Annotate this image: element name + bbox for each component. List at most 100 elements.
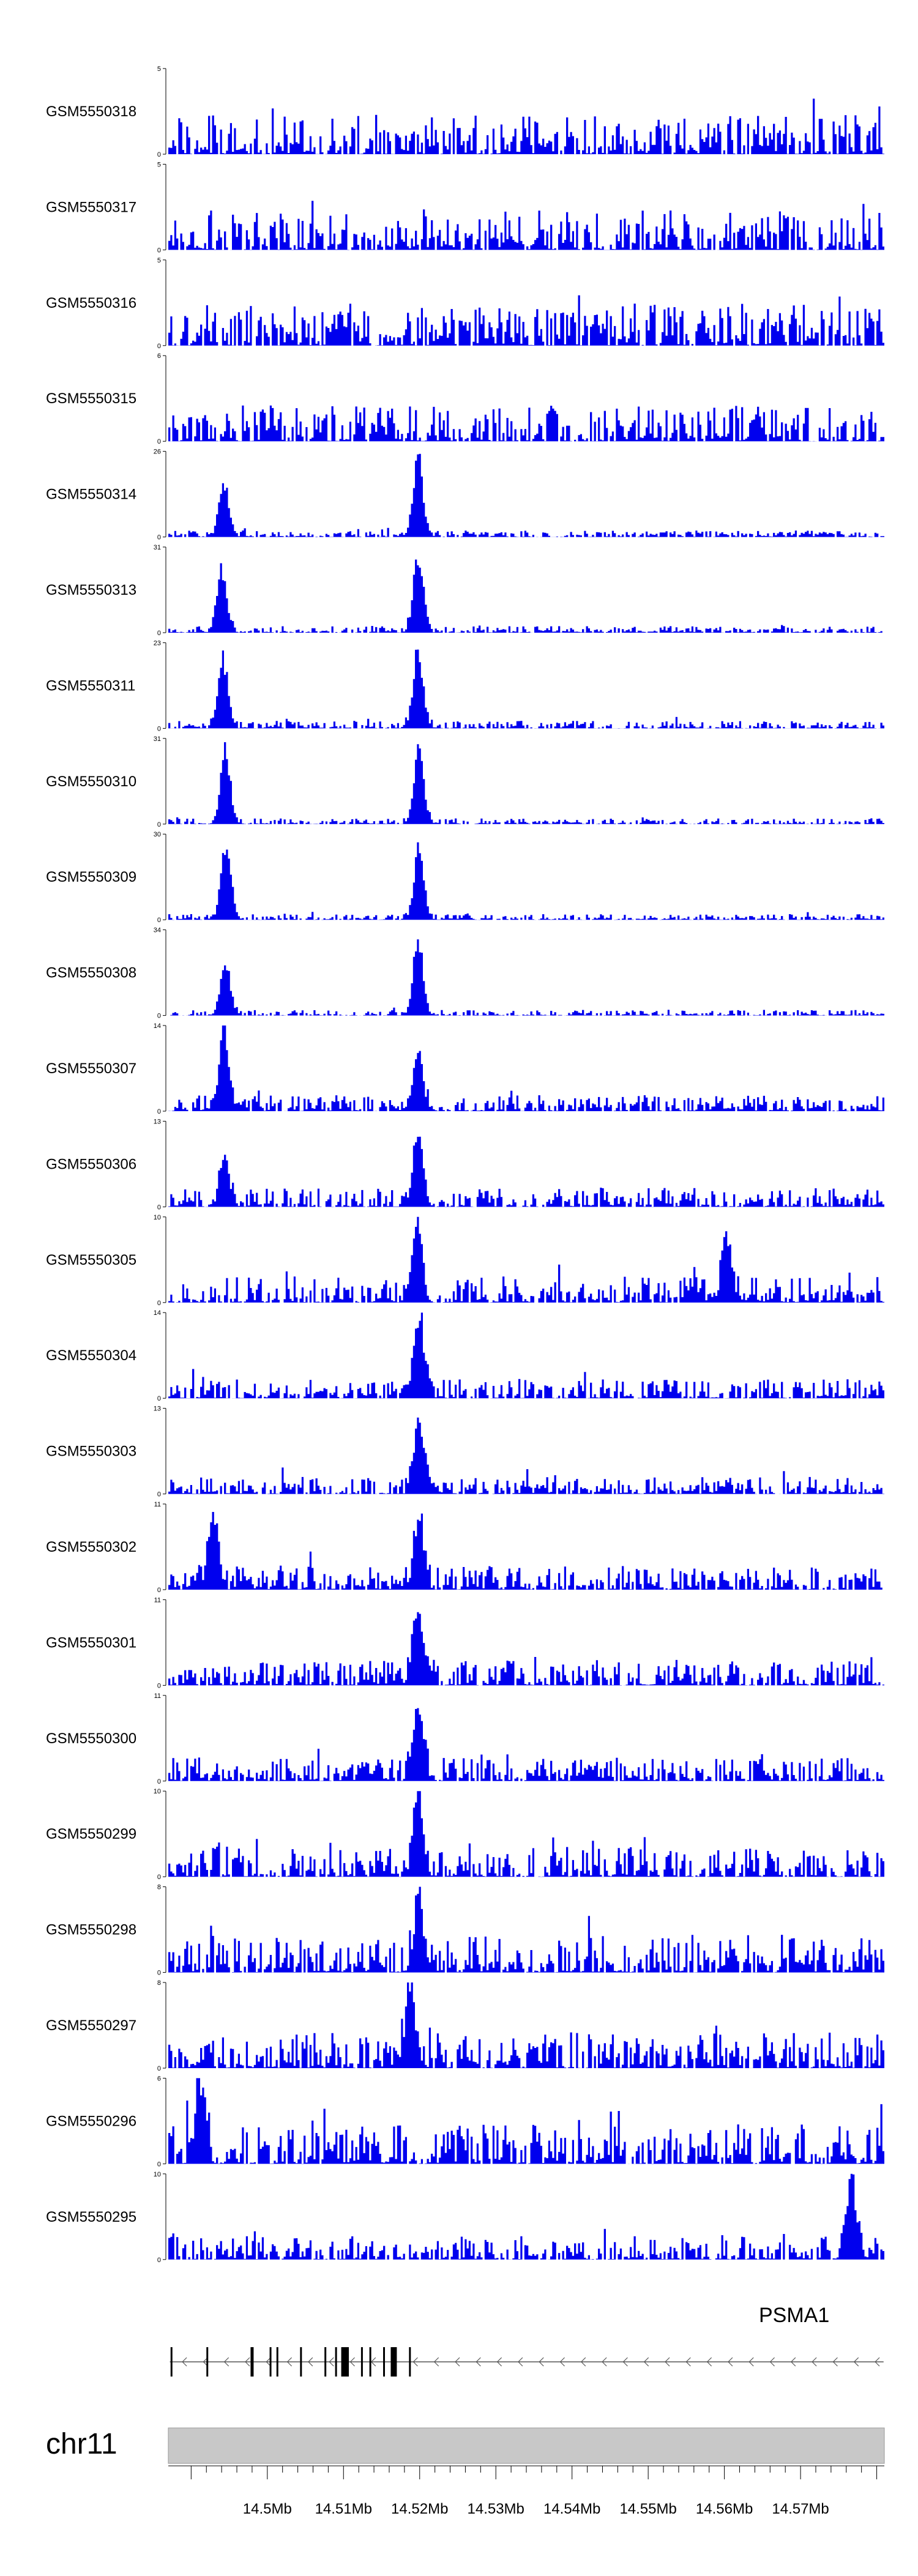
track-label: GSM5550303 (46, 1443, 136, 1460)
track-ymin-label: 0 (157, 438, 161, 445)
signal-area (168, 201, 884, 250)
signal-track: GSM5550310 31 0 (46, 735, 884, 828)
strand-chevron (433, 2357, 439, 2367)
track-label: GSM5550306 (46, 1156, 136, 1172)
track-label: GSM5550302 (46, 1539, 136, 1555)
track-label: GSM5550301 (46, 1634, 136, 1651)
track-ymax-label: 11 (154, 1692, 161, 1700)
signal-track: GSM5550313 31 0 (46, 544, 884, 637)
exon-block (170, 2347, 173, 2377)
strand-chevron (706, 2357, 712, 2367)
strand-chevron (665, 2357, 670, 2367)
track-label: GSM5550300 (46, 1730, 136, 1747)
strand-chevron (643, 2357, 649, 2367)
track-label: GSM5550317 (46, 199, 136, 215)
track-label: GSM5550311 (46, 677, 135, 694)
signal-area (168, 1026, 884, 1111)
strand-chevron (182, 2357, 187, 2367)
exon-block (360, 2347, 363, 2377)
strand-chevron (580, 2357, 586, 2367)
strand-chevron (286, 2357, 293, 2367)
strand-chevron (602, 2357, 607, 2367)
track-label: GSM5550310 (46, 773, 136, 790)
track-label: GSM5550309 (46, 869, 136, 885)
signal-area (168, 2173, 884, 2260)
track-ymax-label: 11 (154, 1596, 161, 1604)
x-tick-label: 14.55Mb (619, 2501, 676, 2517)
track-ymax-label: 10 (154, 1214, 161, 1221)
x-tick-label: 14.5Mb (243, 2501, 292, 2517)
strand-chevron (539, 2357, 544, 2367)
track-ymax-label: 31 (154, 735, 161, 743)
track-ymin-label: 0 (157, 917, 161, 924)
ideogram-band (168, 2427, 885, 2464)
track-ymax-label: 26 (154, 449, 161, 456)
exon-block (250, 2347, 254, 2377)
track-ymin-label: 0 (157, 1395, 161, 1402)
strand-chevron (853, 2357, 859, 2367)
signal-area (168, 1312, 884, 1399)
strand-chevron (203, 2357, 208, 2367)
strand-chevron (308, 2357, 313, 2367)
track-label: GSM5550305 (46, 1252, 136, 1268)
track-ymin-label: 0 (157, 725, 161, 732)
track-ymin-label: 0 (157, 534, 161, 542)
signal-track: GSM5550305 10 0 (46, 1214, 884, 1307)
x-tick-label: 14.54Mb (543, 2501, 600, 2517)
signal-tracks: GSM555031850GSM555031750GSM555031650GSM5… (46, 65, 884, 2264)
track-ymin-label: 0 (157, 1108, 161, 1115)
exon-block (324, 2347, 327, 2377)
strand-chevron (728, 2357, 733, 2367)
signal-area (168, 295, 884, 346)
signal-area (168, 1512, 884, 1590)
signal-track: GSM5550300 11 0 (46, 1692, 884, 1785)
track-ymax-label: 14 (154, 1022, 161, 1030)
signal-area (168, 1216, 884, 1303)
track-ymin-label: 0 (157, 1204, 161, 1211)
genome-axis: 14.5Mb 14.51Mb 14.52Mb 14.53Mb 14.54Mb 14.55M… (168, 2465, 884, 2517)
track-ymax-label: 14 (154, 1309, 161, 1317)
signal-area (168, 559, 884, 633)
exon-block (383, 2347, 385, 2377)
strand-chevron (496, 2357, 502, 2367)
strand-chevron (748, 2357, 754, 2367)
track-ymax-label: 8 (157, 1979, 161, 1987)
exon-block (409, 2347, 411, 2377)
track-ymin-label: 0 (157, 2161, 161, 2168)
signal-track: GSM5550309 30 0 (46, 831, 884, 924)
signal-track: GSM5550304 14 0 (46, 1309, 884, 1402)
track-ymax-label: 30 (154, 831, 161, 838)
strand-chevron (329, 2357, 334, 2367)
exon-block (269, 2347, 272, 2377)
track-ymin-label: 0 (157, 1300, 161, 1307)
exon-block (300, 2347, 302, 2377)
exon-block (335, 2347, 337, 2377)
track-label: GSM5550313 (46, 582, 136, 598)
track-ymax-label: 5 (157, 161, 161, 168)
track-label: GSM5550314 (46, 486, 136, 503)
track-ymax-label: 8 (157, 1884, 161, 1891)
strand-chevron (476, 2357, 481, 2367)
signal-track: GSM5550301 11 0 (46, 1596, 884, 1689)
track-ymin-label: 0 (157, 1013, 161, 1020)
strand-chevron (769, 2357, 775, 2367)
signal-track: GSM5550298 8 0 (46, 1884, 884, 1977)
signal-track: GSM5550306 13 0 (46, 1118, 884, 1211)
strand-chevron (349, 2357, 355, 2367)
track-label: GSM5550299 (46, 1826, 136, 1842)
track-label: GSM5550295 (46, 2209, 136, 2225)
strand-chevron (812, 2357, 817, 2367)
track-ymin-label: 0 (157, 1682, 161, 1689)
track-label: GSM5550318 (46, 103, 136, 120)
track-label: GSM5550308 (46, 965, 136, 981)
signal-track: GSM5550308 34 0 (46, 927, 884, 1020)
track-ymin-label: 0 (157, 1491, 161, 1498)
signal-track: GSM5550297 8 0 (46, 1979, 884, 2072)
exon-block (390, 2347, 397, 2377)
signal-area (168, 1136, 884, 1207)
track-ymax-label: 5 (157, 65, 161, 73)
signal-area (168, 1612, 884, 1686)
strand-chevron (266, 2357, 271, 2367)
signal-area (168, 1708, 884, 1781)
